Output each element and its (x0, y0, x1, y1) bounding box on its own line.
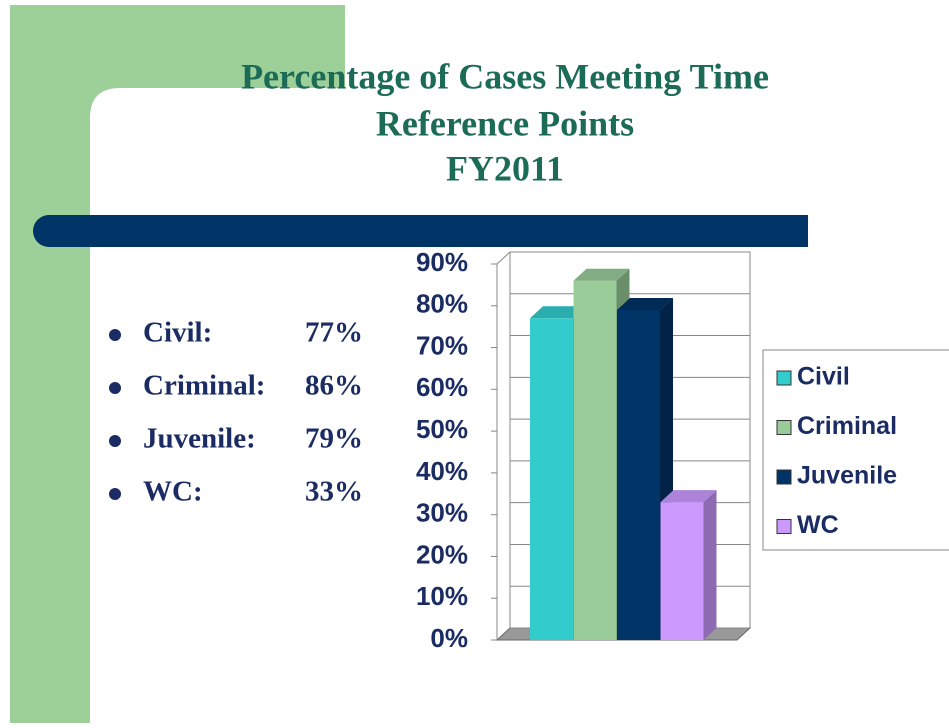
y-tick-label: 80% (416, 289, 468, 319)
legend-label: Juvenile (797, 462, 897, 490)
legend-box (762, 349, 949, 551)
legend-label: Civil (797, 363, 850, 391)
y-tick-label: 50% (416, 414, 468, 444)
legend-label: Criminal (797, 412, 897, 440)
bar-front (573, 280, 617, 640)
y-tick-label: 30% (416, 498, 468, 528)
bullet-dot (109, 329, 121, 341)
bar-front (660, 502, 704, 640)
legend-swatch (776, 519, 792, 534)
green-band (10, 5, 90, 723)
bullet-value: 86% (305, 370, 363, 402)
white-corner (90, 88, 345, 723)
bar-top-shade (573, 268, 630, 281)
bar-top (660, 490, 717, 503)
bar-front (530, 318, 573, 640)
bullet-label: WC: (143, 476, 203, 508)
y-tick-label: 20% (416, 539, 468, 569)
bar-top-shade (660, 490, 717, 503)
legend-swatch (776, 469, 792, 485)
bullet-dot (109, 382, 121, 394)
y-tick-label: 10% (416, 581, 468, 611)
legend-label: WC (797, 511, 839, 539)
y-tick-label: 0% (430, 623, 468, 653)
bullet-dot (109, 435, 121, 447)
bar-top (573, 268, 630, 281)
legend-swatch (776, 370, 792, 386)
bullet-value: 33% (305, 476, 363, 508)
bullet-label: Juvenile: (143, 423, 256, 455)
title-line: FY2011 (446, 148, 564, 188)
legend-swatch (776, 420, 792, 435)
bar-top (530, 306, 586, 319)
y-tick-label: 70% (416, 330, 468, 360)
title-line: Percentage of Cases Meeting Time (241, 56, 769, 96)
navy-bar (33, 215, 808, 247)
bullet-value: 79% (305, 423, 363, 455)
bullet-label: Criminal: (143, 370, 265, 402)
y-tick-label: 40% (416, 456, 468, 486)
bar-front (617, 309, 660, 640)
bullet-value: 77% (305, 317, 363, 349)
bar-side (703, 490, 717, 640)
bullet-dot (109, 488, 121, 500)
title-line: Reference Points (376, 103, 634, 143)
bullet-label: Civil: (143, 317, 212, 349)
y-tick-label: 60% (416, 372, 468, 402)
bar-side-shade (703, 490, 717, 640)
bar-top-shade (530, 306, 586, 319)
y-axis-depth (496, 251, 511, 265)
content: Percentage of Cases Meeting Time Referenc… (109, 56, 949, 653)
y-tick-label: 90% (416, 247, 468, 277)
bar-top-shade (617, 297, 673, 310)
bar-top (617, 297, 673, 310)
